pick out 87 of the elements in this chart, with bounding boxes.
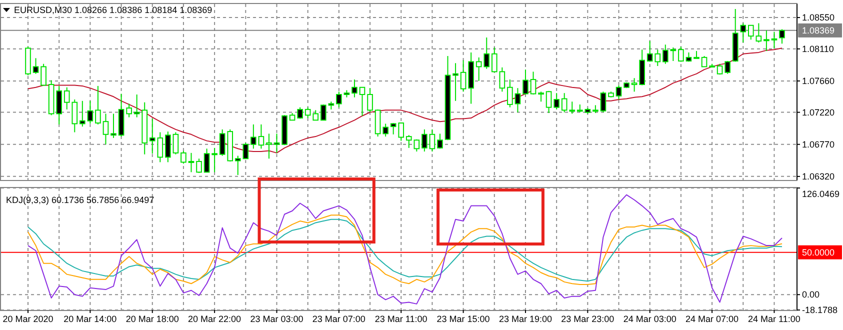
candlestick	[724, 60, 730, 74]
candlestick	[382, 123, 388, 138]
candlestick	[172, 132, 179, 155]
x-tick-label: 23 Mar 07:00	[312, 314, 366, 324]
candlestick	[701, 56, 708, 68]
candlestick	[491, 46, 498, 73]
candlestick	[429, 128, 436, 152]
candlestick	[414, 138, 420, 152]
x-tick-label: 23 Mar 03:00	[250, 314, 304, 324]
candlestick	[102, 113, 109, 145]
candlestick	[616, 84, 622, 100]
candlestick	[499, 66, 506, 92]
candlestick	[771, 31, 778, 49]
candlestick	[250, 124, 256, 150]
y-tick-label: 1.08550	[802, 12, 835, 23]
candlestick	[110, 113, 116, 138]
candlestick	[554, 92, 560, 110]
x-tick-label: 24 Mar 11:00	[748, 314, 800, 324]
candlestick	[165, 131, 171, 163]
x-tick-label: 23 Mar 15:00	[436, 314, 490, 324]
candlestick	[87, 100, 94, 124]
candlestick	[95, 85, 101, 125]
candlestick	[126, 103, 132, 118]
ref-line-label: 1.08369	[802, 25, 835, 36]
candlestick	[662, 44, 668, 64]
x-tick-label: 23 Mar 19:00	[498, 314, 552, 324]
candlestick	[304, 106, 311, 119]
candlestick	[406, 134, 412, 148]
candlestick	[359, 86, 366, 116]
candlestick	[678, 46, 684, 62]
candlestick	[80, 100, 86, 128]
candlestick	[312, 110, 319, 121]
candlestick	[32, 58, 39, 74]
y-tick-label: -18.1788	[802, 305, 838, 315]
candlestick	[740, 22, 746, 43]
candlestick	[546, 90, 552, 114]
candlestick	[748, 24, 754, 40]
candlestick	[219, 128, 226, 156]
candlestick	[196, 158, 202, 174]
candlestick	[779, 28, 785, 44]
candlestick	[266, 133, 272, 160]
x-tick-label: 20 Mar 14:00	[64, 314, 117, 324]
y-tick-label: 1.07220	[802, 107, 835, 118]
candlestick	[600, 91, 606, 113]
candlestick	[336, 91, 342, 108]
x-tick-label: 24 Mar 03:00	[623, 314, 676, 324]
candlestick	[460, 60, 466, 92]
candlestick	[56, 85, 62, 125]
candlestick	[40, 63, 46, 86]
y-tick-label: 1.06770	[802, 139, 835, 150]
y-tick-label: 1.06320	[802, 171, 835, 182]
candlestick	[374, 108, 381, 138]
x-tick-label: 23 Mar 11:00	[374, 314, 428, 324]
candlestick	[422, 128, 428, 152]
x-tick-label: 20 Mar 2020	[2, 314, 54, 324]
candlestick	[538, 91, 544, 102]
y-tick-label: 0.00	[802, 290, 820, 300]
candlestick	[631, 78, 638, 92]
candlestick	[367, 88, 373, 113]
y-tick-label: 1.07660	[802, 76, 835, 86]
candlestick	[522, 69, 528, 95]
line-series	[28, 48, 782, 154]
candlestick	[398, 122, 404, 142]
candlestick	[756, 22, 762, 43]
candlestick	[258, 124, 264, 150]
x-tick-label: 23 Mar 23:00	[561, 314, 614, 324]
candlestick	[670, 46, 676, 62]
y-tick-label: 1.08110	[802, 44, 834, 54]
candlestick	[188, 152, 194, 173]
candlestick	[180, 150, 186, 164]
candlestick	[204, 148, 210, 173]
candlestick	[212, 147, 218, 173]
candlestick	[530, 71, 536, 95]
candlestick	[274, 133, 280, 154]
text: KDJ(9,3,3) 60.1736 56.7856 66.9497	[6, 195, 154, 205]
candlestick	[507, 79, 513, 108]
x-tick-label: 20 Mar 18:00	[126, 314, 179, 324]
x-tick-label: 24 Mar 07:00	[686, 314, 739, 324]
ref-line-label: 50.0000	[802, 247, 835, 258]
candlestick	[764, 30, 770, 52]
y-tick-label: 126.0469	[802, 189, 840, 199]
chart-title: EURUSD,M30 1.08266 1.08386 1.08184 1.08369	[14, 5, 212, 15]
candlestick	[437, 133, 443, 150]
candlestick	[352, 79, 358, 98]
candlestick	[514, 88, 521, 113]
candlestick	[452, 62, 458, 102]
x-tick-label: 20 Mar 22:00	[188, 314, 242, 324]
